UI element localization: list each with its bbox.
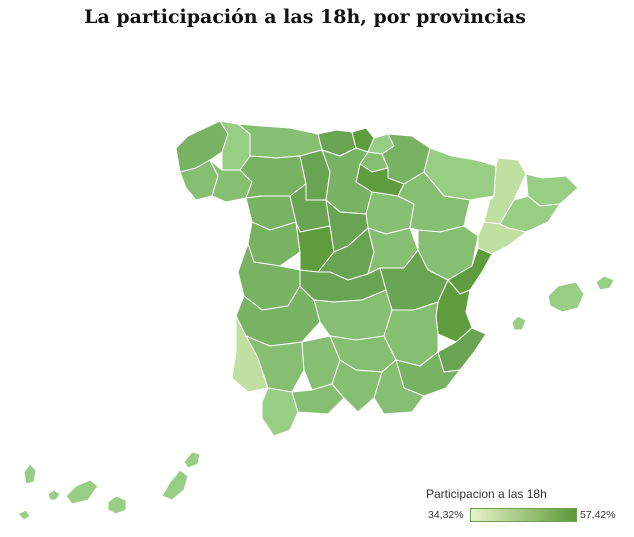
province-sevilla[interactable] <box>245 335 305 393</box>
map-title: La participación a las 18h, por provinci… <box>84 6 526 28</box>
province-tarragona[interactable] <box>477 221 527 255</box>
province-asturias[interactable] <box>237 123 323 159</box>
island-la-palma[interactable] <box>23 463 37 485</box>
island-la-gomera[interactable] <box>47 489 61 501</box>
legend-gradient-bar <box>470 508 577 522</box>
province-santa-cruz-de-tenerife[interactable] <box>65 479 99 505</box>
province-baleares[interactable] <box>547 281 585 313</box>
island-lanzarote[interactable] <box>183 451 201 469</box>
province-almeria[interactable] <box>373 359 425 415</box>
island-ibiza[interactable] <box>511 315 527 331</box>
province-salamanca[interactable] <box>247 221 301 267</box>
legend-min-label: 34,32% <box>428 509 464 521</box>
island-fuerteventura[interactable] <box>161 469 189 501</box>
legend-title: Participacion a las 18h <box>426 487 547 501</box>
legend-max-label: 57,42% <box>580 509 616 521</box>
island-menorca[interactable] <box>595 275 615 291</box>
province-las-palmas[interactable] <box>107 495 127 515</box>
island-el-hierro[interactable] <box>17 509 31 521</box>
province-burgos[interactable] <box>321 147 373 215</box>
